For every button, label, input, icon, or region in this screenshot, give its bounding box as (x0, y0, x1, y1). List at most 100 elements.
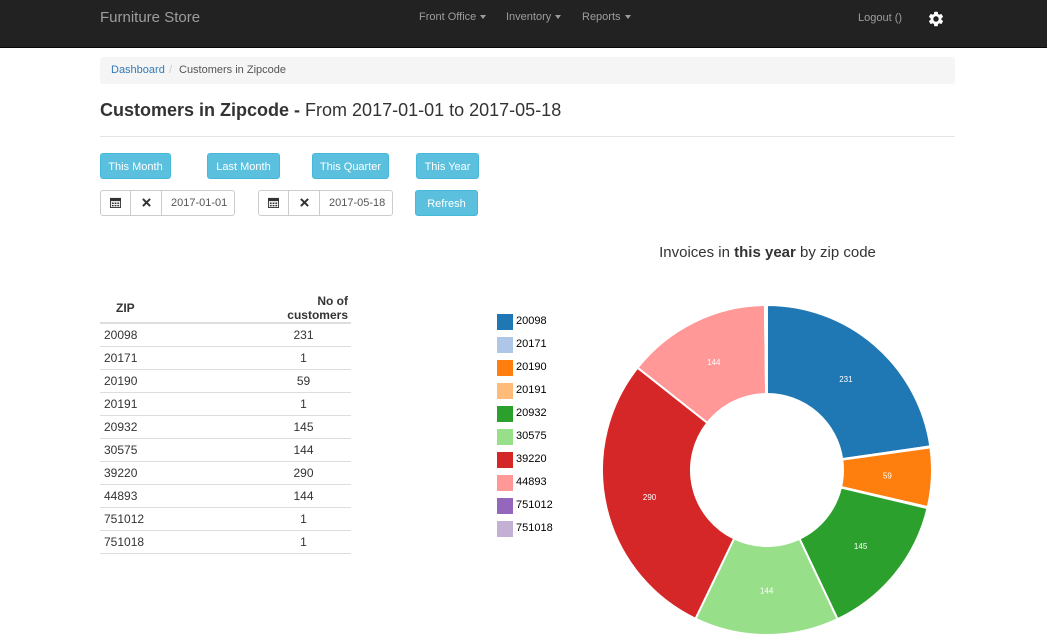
pie-slice-label: 231 (839, 375, 853, 384)
donut-chart: 231 59 145 144 290 144 (601, 303, 933, 636)
table-row: 44893 144 (100, 484, 351, 508)
caret-down-icon (624, 15, 631, 20)
menu-reports[interactable]: Reports (582, 11, 631, 23)
pie-slice-751018[interactable] (764, 303, 768, 396)
pie-slice-label: 144 (760, 586, 774, 595)
zip-cell: 30575 (100, 438, 256, 462)
chart-title-bold: this year (734, 244, 796, 261)
legend-swatch (497, 475, 513, 491)
pie-slice-label: 290 (643, 493, 657, 502)
customers-cell: 1 (256, 530, 351, 554)
legend-label: 20098 (516, 315, 547, 327)
customers-cell: 144 (256, 438, 351, 462)
legend-swatch (497, 337, 513, 353)
pie-slice-label: 59 (883, 471, 892, 480)
table-row: 20932 145 (100, 415, 351, 439)
legend-swatch (497, 314, 513, 330)
breadcrumb-separator: / (169, 64, 173, 76)
page-title-range: From 2017-01-01 to 2017-05-18 (305, 100, 562, 120)
zip-column-header: ZIP (100, 294, 256, 324)
customers-cell: 1 (256, 346, 351, 370)
legend-label: 44893 (516, 476, 547, 488)
customers-cell: 144 (256, 484, 351, 508)
menu-inventory-label: Inventory (506, 11, 552, 23)
brand-link[interactable]: Furniture Store (100, 9, 201, 26)
legend-label: 20190 (516, 361, 547, 373)
menu-reports-label: Reports (582, 11, 621, 23)
gear-icon[interactable] (927, 10, 945, 28)
start-calendar-button[interactable] (100, 190, 131, 216)
table-row: 751018 1 (100, 530, 351, 554)
legend-swatch (497, 521, 513, 537)
legend-swatch (497, 429, 513, 445)
page-title-main: Customers in Zipcode - (100, 100, 301, 120)
navbar: Furniture Store Front Office Inventory R… (0, 0, 1047, 48)
end-date-input[interactable]: 2017-05-18 (319, 190, 393, 216)
zip-cell: 39220 (100, 461, 256, 485)
zip-cell: 20190 (100, 369, 256, 393)
this-month-button[interactable]: This Month (100, 153, 171, 179)
table-row: 20098 231 (100, 323, 351, 347)
table-row: 20171 1 (100, 346, 351, 370)
page-title: Customers in Zipcode - From 2017-01-01 t… (100, 100, 561, 121)
caret-down-icon (555, 15, 562, 20)
customers-cell: 290 (256, 461, 351, 485)
caret-down-icon (480, 15, 487, 20)
last-month-button[interactable]: Last Month (207, 153, 280, 179)
legend-swatch (497, 383, 513, 399)
table-row: 20190 59 (100, 369, 351, 393)
zip-table: ZIP No of customers 20098 231 20171 1 2019… (100, 294, 351, 554)
legend-label: 30575 (516, 430, 547, 442)
legend-swatch (497, 406, 513, 422)
breadcrumb-current: Customers in Zipcode (179, 64, 286, 76)
calendar-icon (268, 197, 279, 208)
end-clear-button[interactable] (288, 190, 320, 216)
zip-cell: 44893 (100, 484, 256, 508)
breadcrumb-dashboard-link[interactable]: Dashboard (111, 64, 165, 76)
pie-slice-20098[interactable] (766, 303, 932, 461)
legend-swatch (497, 452, 513, 468)
table-row: 30575 144 (100, 438, 351, 462)
customers-column-header: No of customers (256, 294, 351, 324)
start-clear-button[interactable] (130, 190, 162, 216)
zip-cell: 751012 (100, 507, 256, 531)
legend-swatch (497, 498, 513, 514)
menu-front-office[interactable]: Front Office (419, 11, 487, 23)
customers-cell: 145 (256, 415, 351, 439)
calendar-icon (110, 197, 121, 208)
zip-cell: 20932 (100, 415, 256, 439)
legend-label: 20171 (516, 338, 547, 350)
clear-icon (141, 198, 151, 207)
end-calendar-button[interactable] (258, 190, 289, 216)
customers-cell: 1 (256, 392, 351, 416)
pie-slice-39220[interactable] (601, 366, 736, 621)
legend-label: 39220 (516, 453, 547, 465)
this-year-button[interactable]: This Year (416, 153, 479, 179)
zip-cell: 20171 (100, 346, 256, 370)
table-row: 751012 1 (100, 507, 351, 531)
breadcrumb: Dashboard / Customers in Zipcode (100, 57, 955, 84)
chart-title-suffix: by zip code (795, 244, 876, 261)
menu-front-office-label: Front Office (419, 11, 477, 23)
customers-cell: 1 (256, 507, 351, 531)
table-row: 39220 290 (100, 461, 351, 485)
chart-title: Invoices in this year by zip code (500, 244, 1035, 261)
customers-cell: 59 (256, 369, 351, 393)
clear-icon (299, 198, 309, 207)
zip-cell: 20098 (100, 323, 256, 347)
start-date-input[interactable]: 2017-01-01 (161, 190, 235, 216)
refresh-button[interactable]: Refresh (415, 190, 478, 216)
zip-cell: 20191 (100, 392, 256, 416)
zip-cell: 751018 (100, 530, 256, 554)
logout-link[interactable]: Logout () (858, 12, 903, 24)
legend-label: 20191 (516, 384, 547, 396)
pie-slice-label: 145 (854, 542, 868, 551)
title-divider (100, 136, 955, 137)
table-row: 20191 1 (100, 392, 351, 416)
menu-inventory[interactable]: Inventory (506, 11, 562, 23)
customers-cell: 231 (256, 323, 351, 347)
legend-label: 20932 (516, 407, 547, 419)
this-quarter-button[interactable]: This Quarter (312, 153, 389, 179)
table-header-row: ZIP No of customers (100, 294, 351, 324)
pie-slice-label: 144 (707, 358, 721, 367)
